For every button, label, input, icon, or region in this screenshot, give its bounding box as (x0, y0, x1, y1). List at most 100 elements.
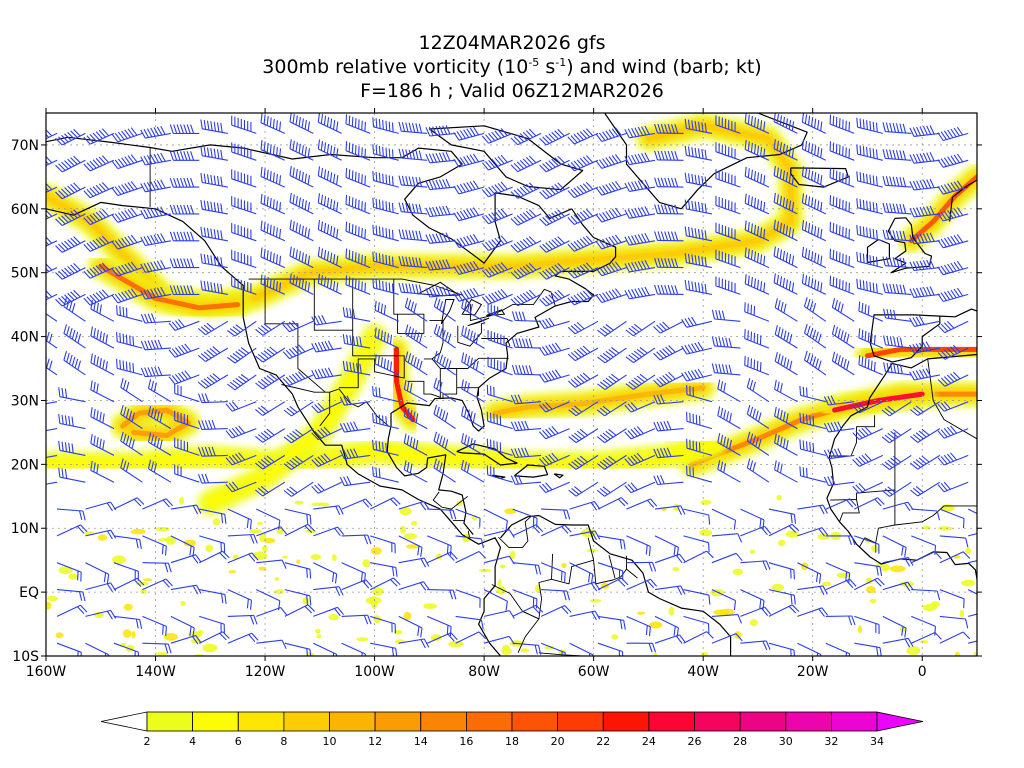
wind-barb-feather (708, 595, 711, 605)
wind-barb-feather (445, 125, 451, 135)
wind-barb-feather (140, 313, 146, 324)
wind-barb (909, 286, 940, 298)
wind-barb (823, 395, 855, 406)
wind-barb-shaft (256, 559, 283, 564)
wind-barb-feather (679, 553, 686, 563)
wind-barb-feather (832, 169, 835, 179)
wind-barb-feather (358, 280, 360, 290)
wind-barb-feather (852, 405, 860, 414)
wind-barb (597, 373, 627, 391)
wind-barb-feather (899, 230, 903, 241)
wind-barb-feather (64, 267, 72, 276)
wind-barb-feather (283, 463, 292, 471)
wind-barb (317, 220, 342, 242)
wind-barb-feather (605, 430, 614, 438)
wind-barb-shaft (142, 562, 169, 564)
wind-barb (169, 231, 200, 242)
wind-barb-feather (156, 260, 163, 270)
wind-barb-feather (169, 178, 174, 188)
wind-barb-feather (660, 231, 665, 241)
wind-barb-feather (77, 606, 85, 614)
wind-barb-feather (943, 454, 951, 463)
wind-barb (881, 481, 912, 497)
wind-barb-feather (131, 439, 135, 449)
wind-barb (311, 481, 342, 494)
wind-barb-feather (55, 164, 63, 173)
wind-barb-feather (146, 155, 153, 164)
wind-barb-feather (46, 192, 47, 193)
wind-barb-feather (385, 416, 388, 426)
wind-barb (831, 351, 855, 376)
wind-barb-feather (140, 236, 146, 246)
wind-barb-feather (61, 161, 69, 170)
wind-barb-feather (178, 319, 185, 328)
vorticity-speckle (302, 597, 310, 605)
wind-barb-feather (332, 120, 336, 130)
wind-barb-feather (793, 649, 795, 656)
wind-barb-feather (409, 436, 413, 447)
wind-barb-feather (859, 145, 862, 155)
wind-barb-feather (525, 183, 534, 192)
wind-barb-feather (899, 337, 903, 348)
lat-tick-label: 10S (12, 649, 39, 665)
wind-barb-feather (664, 258, 669, 268)
wind-barb-shaft (199, 615, 225, 625)
wind-barb-feather (510, 191, 519, 199)
wind-barb-feather (701, 229, 704, 240)
wind-barb-feather (637, 234, 644, 244)
wind-barb-feather (675, 635, 683, 644)
wind-barb-feather (291, 373, 300, 382)
wind-barb-feather (664, 124, 669, 134)
wind-barb-feather (481, 269, 489, 278)
wind-barb-feather (541, 346, 549, 355)
wind-barb-feather (627, 430, 635, 438)
wind-barb-feather (573, 214, 581, 223)
wind-barb-feather (438, 259, 444, 270)
wind-barb-feather (114, 213, 122, 222)
wind-barb-feather (856, 144, 859, 155)
wind-barb-feather (320, 194, 324, 205)
wind-barb (227, 632, 259, 644)
wind-barb-feather (627, 155, 634, 165)
wind-barb-feather (940, 377, 949, 386)
wind-barb-feather (943, 264, 951, 274)
wind-barb-feather (210, 121, 213, 131)
wind-barb-feather (485, 241, 493, 250)
wind-barb-shaft (569, 530, 596, 537)
wind-barb-feather (147, 405, 152, 416)
wind-barb-feather (567, 190, 575, 198)
wind-barb-feather (785, 279, 789, 289)
wind-barb-feather (567, 353, 576, 362)
wind-barb-feather (763, 202, 766, 212)
wind-barb-feather (859, 225, 862, 236)
wind-barb (398, 229, 428, 242)
wind-barb-feather (98, 156, 107, 165)
wind-barb-feather (272, 253, 275, 263)
wind-barb (654, 615, 679, 638)
wind-barb-feather (817, 200, 820, 211)
wind-barb (624, 206, 656, 219)
wind-barb-feather (801, 139, 805, 150)
wind-barb (255, 373, 286, 390)
wind-barb-feather (636, 375, 645, 383)
wind-barb-feather (872, 202, 875, 212)
wind-barb-feather (179, 258, 185, 268)
wind-barb (858, 355, 884, 376)
wind-barb (313, 562, 338, 584)
wind-barb-feather (594, 530, 601, 540)
wind-barb-feather (500, 288, 508, 297)
wind-barb-feather (257, 434, 266, 441)
wind-barb-feather (55, 137, 63, 146)
wind-barb-feather (383, 358, 386, 369)
wind-barb-feather (812, 442, 815, 453)
wind-barb-feather (488, 294, 496, 302)
wind-barb-feather (528, 155, 537, 164)
wind-barb-feather (348, 276, 351, 287)
wind-barb-feather (517, 394, 523, 404)
wind-barb-feather (783, 357, 787, 367)
wind-barb-feather (551, 266, 559, 274)
wind-barb-feather (627, 457, 635, 465)
wind-barb-feather (466, 328, 471, 339)
wind-barb (740, 589, 765, 611)
wind-barb-feather (541, 319, 549, 328)
